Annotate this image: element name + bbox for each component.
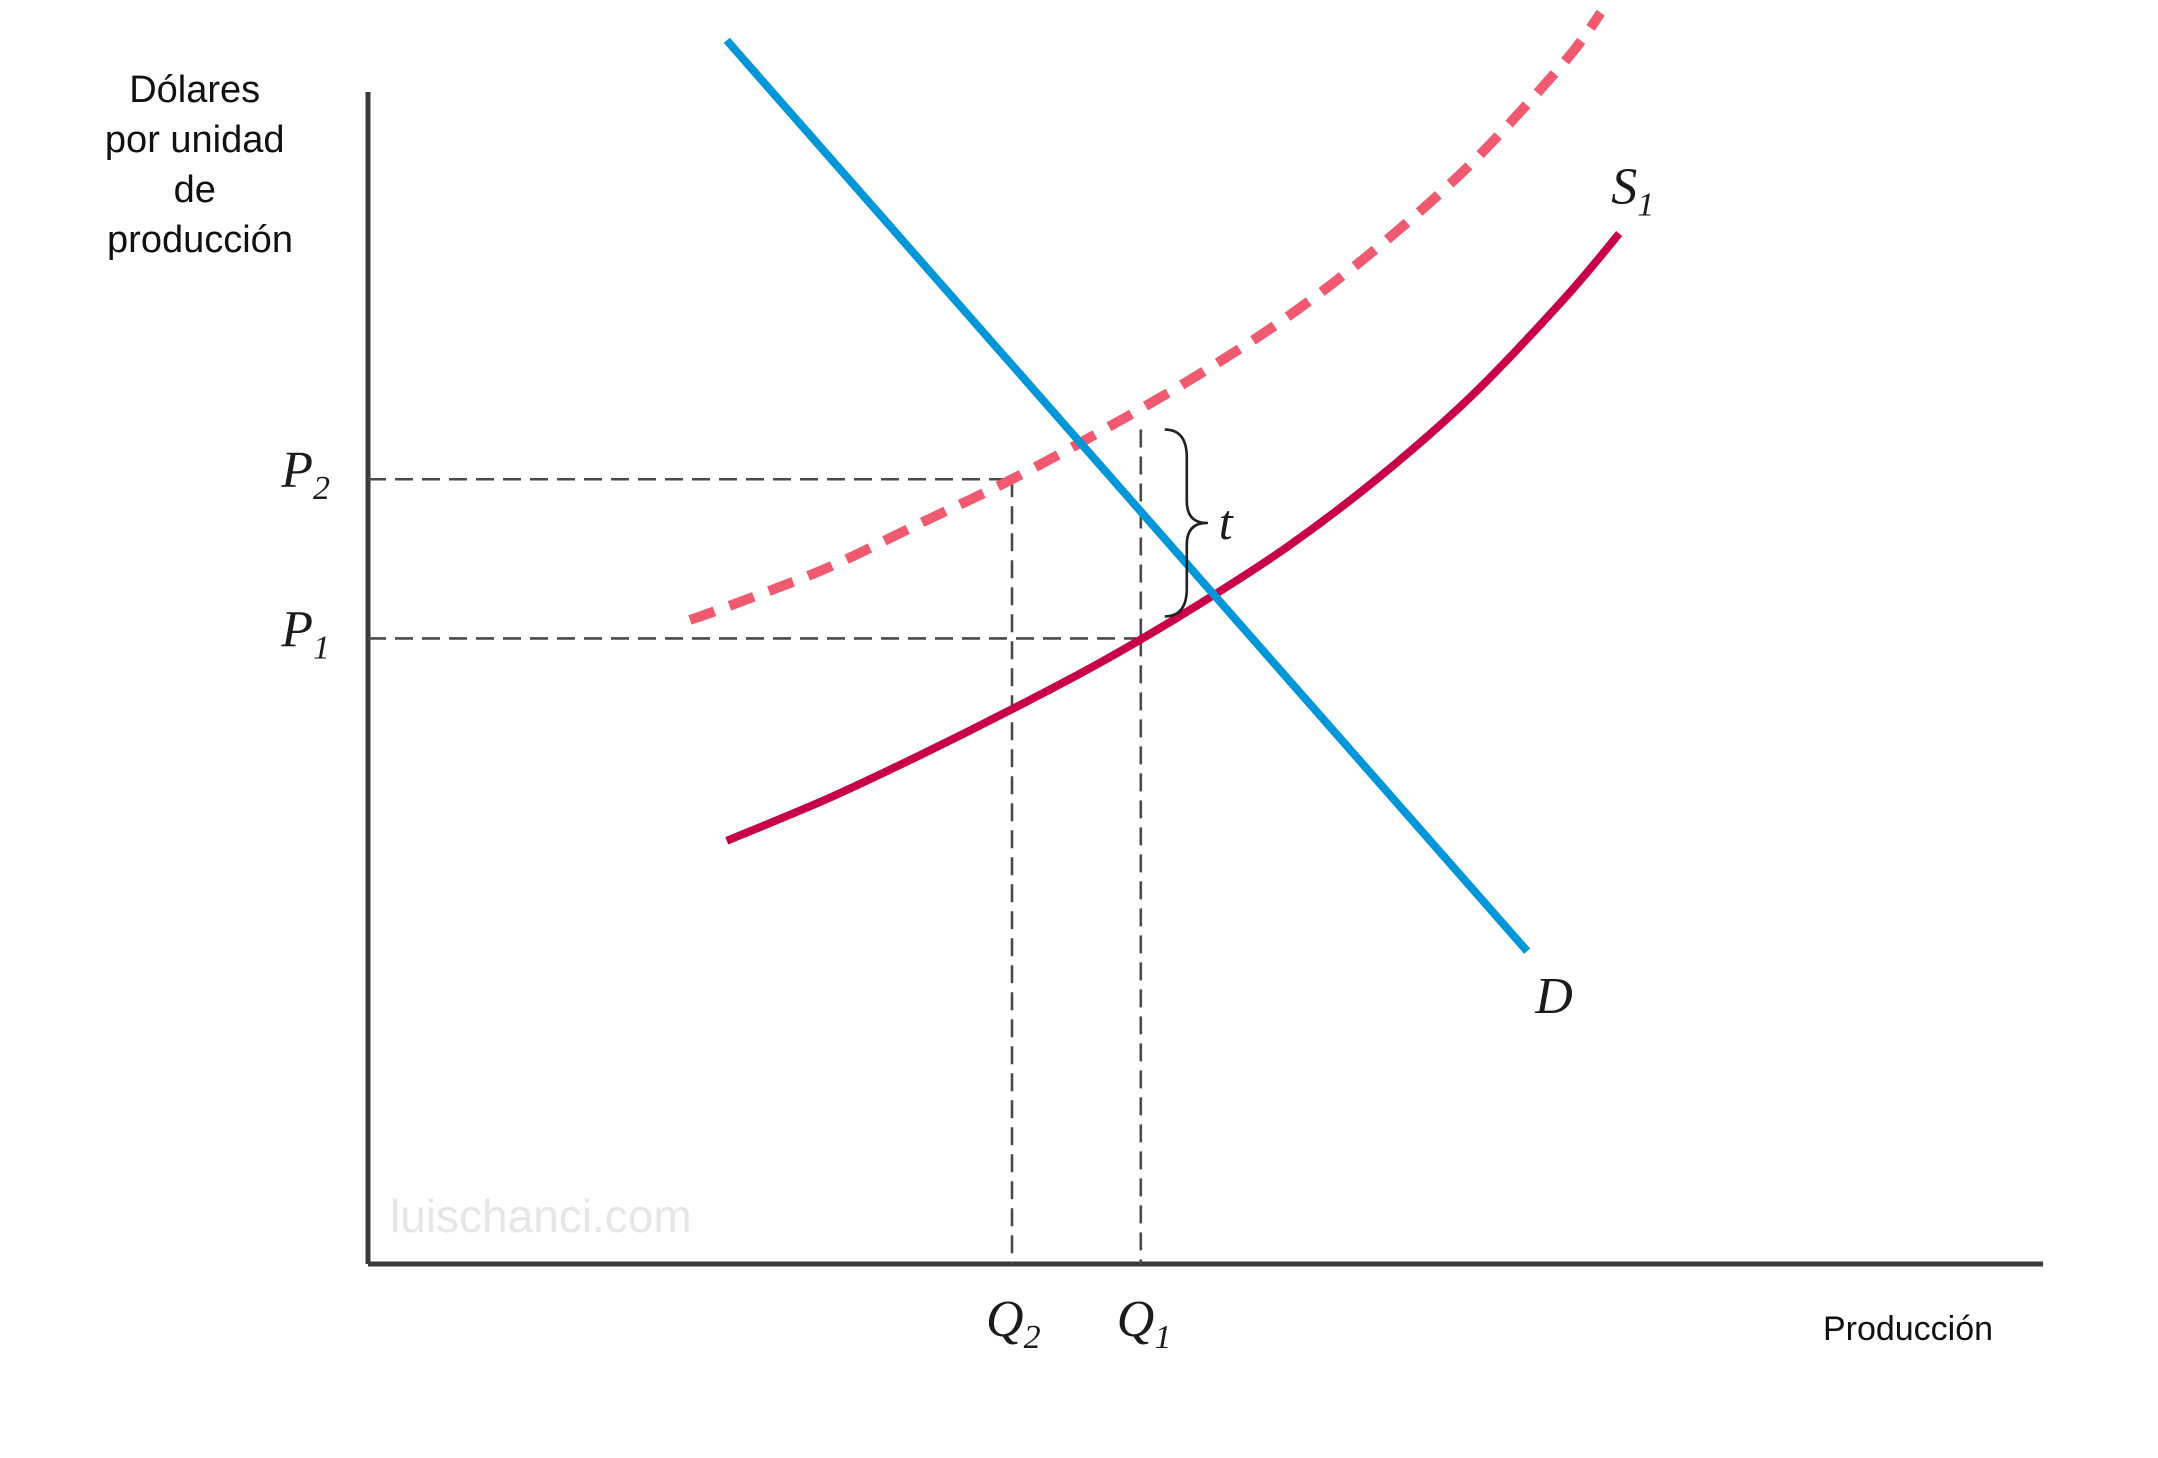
curves [688, 9, 1623, 954]
p1-sub: 1 [313, 629, 330, 666]
tax-label: t [1219, 494, 1234, 550]
series-label-s1: S1 [1611, 159, 1654, 224]
quantity-label-q2: Q2 [986, 1291, 1041, 1356]
price-label-p2: P2 [280, 442, 330, 507]
series-line-s1 [725, 231, 1623, 845]
price-label-p1: P1 [280, 601, 330, 666]
y-axis-label-line-3: de [174, 169, 216, 211]
q2-sub: 2 [1024, 1319, 1041, 1356]
q1-main: Q [1117, 1291, 1155, 1348]
p2-sub: 2 [313, 470, 330, 507]
s1-sub: 1 [1637, 187, 1654, 224]
s1-main: S [1611, 159, 1637, 216]
p1-main: P [280, 601, 313, 658]
equilibrium-guide-lines [368, 429, 1143, 1264]
series-label-d: D [1534, 968, 1573, 1025]
y-axis-label: Dólares por unidad de producción [105, 69, 295, 261]
y-axis-label-line-4: producción [107, 219, 293, 261]
tax-brace [1164, 428, 1209, 618]
x-axis-label: Producción [1823, 1310, 1993, 1348]
series-line-s2 [688, 9, 1605, 625]
y-axis-label-line-2: por unidad [105, 119, 285, 161]
y-axis-label-line-1: Dólares [129, 69, 260, 111]
watermark-text: luischanci.com [390, 1190, 692, 1242]
q2-main: Q [986, 1291, 1024, 1348]
quantity-label-q1: Q1 [1117, 1291, 1172, 1356]
q1-sub: 1 [1154, 1319, 1171, 1356]
p2-main: P [280, 442, 313, 499]
series-line-d [723, 37, 1531, 954]
